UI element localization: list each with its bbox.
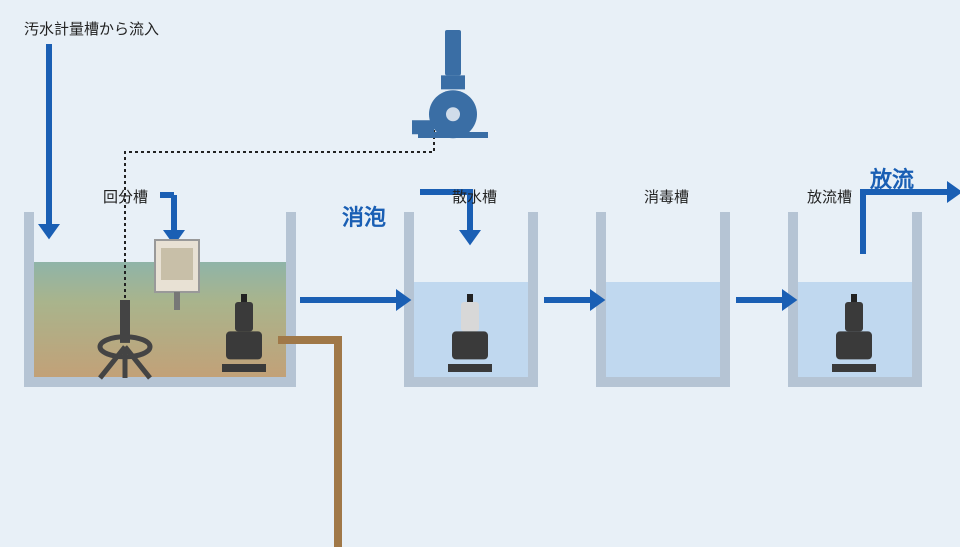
blower-icon — [412, 30, 488, 138]
discharge_tank-label: 放流槽 — [807, 186, 852, 207]
disinfect_tank-label: 消毒槽 — [644, 186, 689, 207]
disinfect-tank — [601, 212, 725, 382]
spray_tank-label: 散水槽 — [452, 186, 497, 207]
batch_tank-label: 回分槽 — [103, 186, 148, 207]
discharge-label: 放流 — [870, 162, 914, 194]
process-diagram — [0, 0, 960, 547]
inflow-label: 汚水計量槽から流入 — [24, 18, 159, 39]
defoam-label: 消泡 — [342, 200, 386, 232]
